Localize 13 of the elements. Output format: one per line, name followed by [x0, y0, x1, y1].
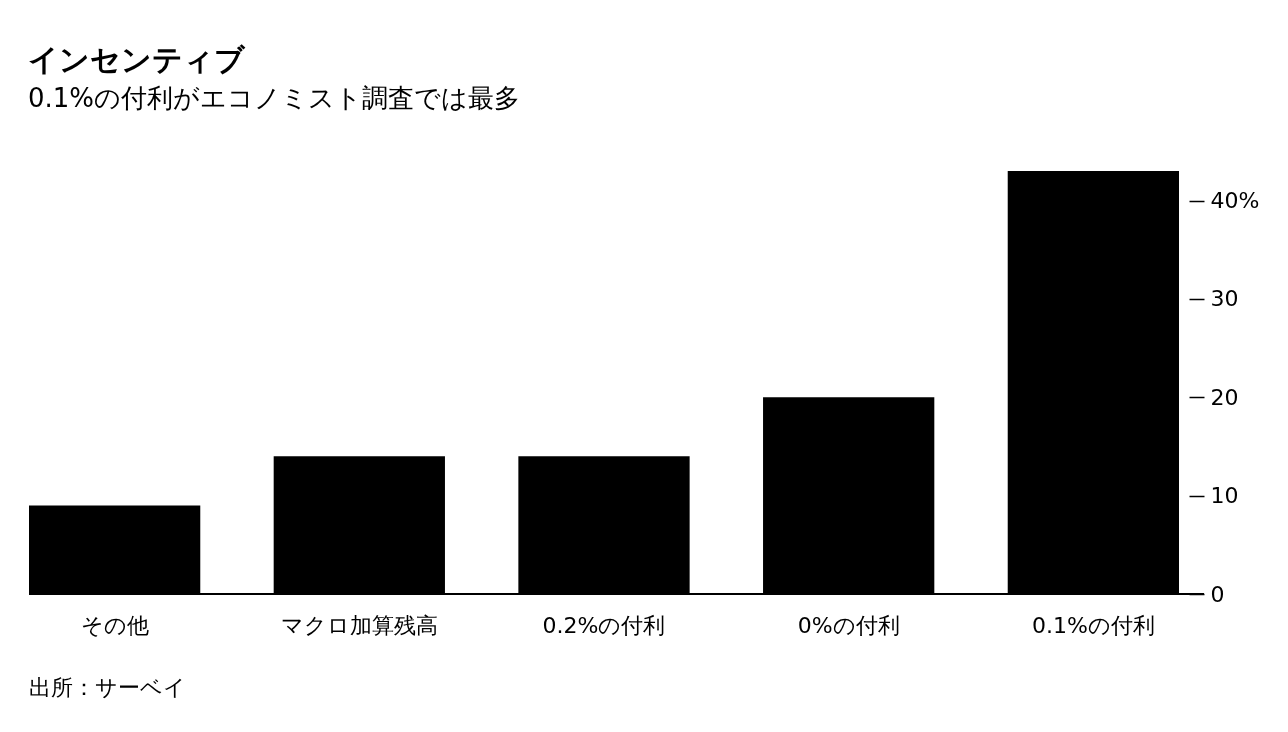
text: 出所：サーベイ [29, 675, 186, 700]
x-tick-label: その他 [80, 612, 149, 638]
y-tick-label: 30 [1210, 286, 1239, 312]
x-tick-label: 0%の付利 [797, 612, 900, 638]
y-tick-label: 20 [1210, 384, 1239, 410]
y-tick-label: 10 [1210, 483, 1239, 509]
x-tick-label: 0.1%の付利 [1031, 612, 1155, 638]
y-tick-label: 0 [1210, 581, 1225, 607]
y-tick-label: 40% [1210, 188, 1260, 214]
x-tick-label: マクロ加算残高 [280, 612, 438, 638]
chart-title: インセンティブ [28, 42, 246, 77]
x-tick-label: 0.2%の付利 [542, 612, 666, 638]
chart-subtitle: 0.1%の付利がエコノミスト調査では最多 [28, 83, 521, 113]
